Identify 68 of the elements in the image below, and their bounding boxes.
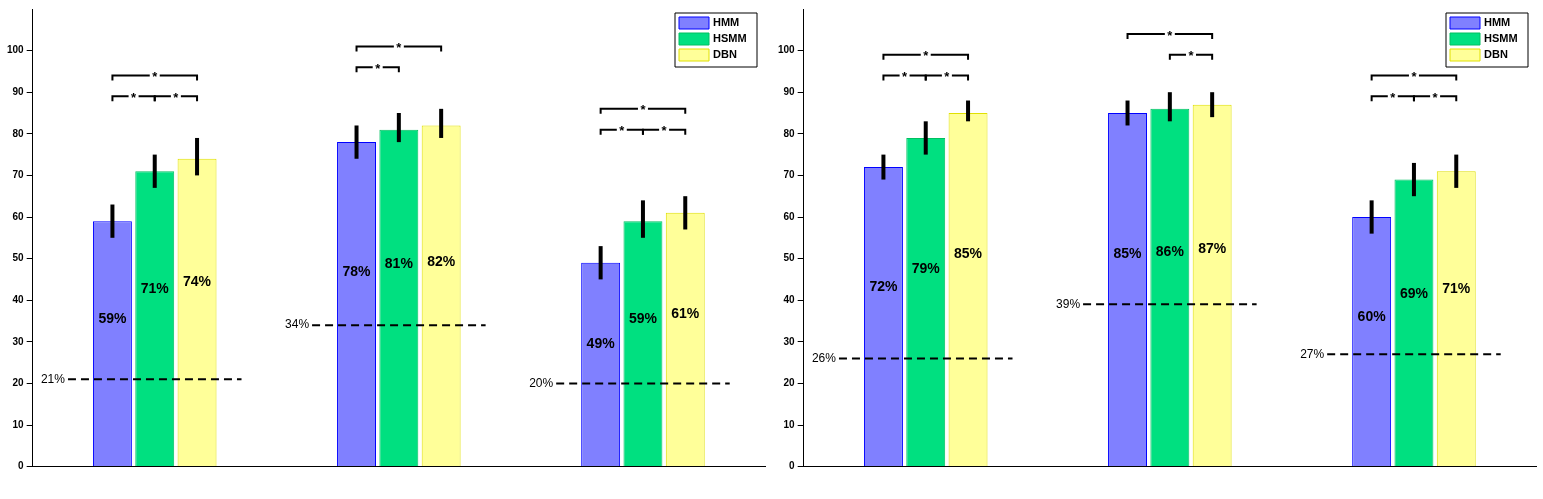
y-tick-label: 90 bbox=[12, 85, 25, 97]
annotation: * bbox=[1390, 89, 1397, 105]
data-label: 74% bbox=[183, 272, 212, 289]
ref-line-label: 39% bbox=[1056, 296, 1081, 311]
y-tick-label: 0 bbox=[789, 460, 796, 472]
annotation: * bbox=[1432, 89, 1439, 105]
y-tick-label: 10 bbox=[783, 418, 796, 430]
y-tick-label: 60 bbox=[783, 210, 796, 222]
annotation: * bbox=[1188, 48, 1195, 64]
y-tick-label: 100 bbox=[7, 44, 25, 56]
data-label: 71% bbox=[1442, 280, 1471, 297]
legend-label: HMM bbox=[1484, 16, 1511, 29]
annotation: * bbox=[131, 89, 138, 105]
data-label: 72% bbox=[869, 277, 898, 294]
y-tick-label: 60 bbox=[12, 210, 25, 222]
y-tick-label: 20 bbox=[783, 377, 796, 389]
annotation: * bbox=[152, 69, 159, 85]
data-label: 81% bbox=[384, 255, 414, 272]
legend-label: DBN bbox=[713, 48, 737, 61]
y-tick-label: 70 bbox=[783, 169, 796, 181]
annotation: * bbox=[1167, 27, 1174, 43]
data-label: 49% bbox=[586, 335, 616, 352]
legend-label: HSMM bbox=[713, 32, 747, 45]
y-tick-label: 80 bbox=[783, 127, 796, 139]
annotation: * bbox=[396, 40, 403, 56]
y-tick-label: 100 bbox=[778, 44, 796, 56]
y-tick-label: 80 bbox=[12, 127, 25, 139]
ref-line-label: 20% bbox=[529, 375, 554, 390]
y-tick-label: 40 bbox=[12, 293, 25, 305]
ref-line-label: 34% bbox=[285, 317, 310, 332]
data-label: 78% bbox=[342, 262, 372, 279]
y-tick-label: 30 bbox=[12, 335, 25, 347]
y-tick-label: 50 bbox=[783, 252, 796, 264]
data-label: 85% bbox=[954, 245, 983, 262]
y-tick-label: 90 bbox=[783, 85, 796, 97]
ref-line-label: 21% bbox=[40, 371, 66, 386]
legend-label: DBN bbox=[1484, 48, 1508, 61]
data-label: 85% bbox=[1113, 245, 1143, 262]
ref-line-label: 27% bbox=[1300, 346, 1325, 361]
data-label: 69% bbox=[1399, 285, 1429, 302]
annotation: * bbox=[375, 60, 382, 76]
data-label: 60% bbox=[1357, 307, 1387, 324]
data-label: 86% bbox=[1155, 242, 1185, 259]
y-tick-label: 50 bbox=[12, 252, 25, 264]
data-label: 59% bbox=[98, 310, 127, 327]
annotation: * bbox=[1411, 69, 1418, 85]
legend-label: HMM bbox=[713, 16, 740, 29]
annotation: * bbox=[619, 123, 626, 139]
y-tick-label: 10 bbox=[12, 418, 25, 430]
legend-label: HSMM bbox=[1484, 32, 1518, 45]
data-label: 71% bbox=[140, 280, 170, 297]
data-label: 61% bbox=[671, 305, 700, 322]
annotation: * bbox=[944, 69, 951, 85]
ref-line-label: 26% bbox=[811, 350, 837, 365]
annotation: * bbox=[923, 48, 930, 64]
data-label: 82% bbox=[427, 252, 456, 269]
data-label: 87% bbox=[1198, 240, 1227, 257]
y-tick-label: 0 bbox=[18, 460, 25, 472]
y-tick-label: 30 bbox=[783, 335, 796, 347]
annotation: * bbox=[173, 89, 180, 105]
y-tick-label: 40 bbox=[783, 293, 796, 305]
y-tick-label: 70 bbox=[12, 169, 25, 181]
annotation: * bbox=[640, 102, 647, 118]
annotation: * bbox=[661, 123, 668, 139]
data-label: 79% bbox=[911, 260, 941, 277]
data-label: 59% bbox=[628, 310, 658, 327]
y-tick-label: 20 bbox=[12, 377, 25, 389]
annotation: * bbox=[902, 69, 909, 85]
